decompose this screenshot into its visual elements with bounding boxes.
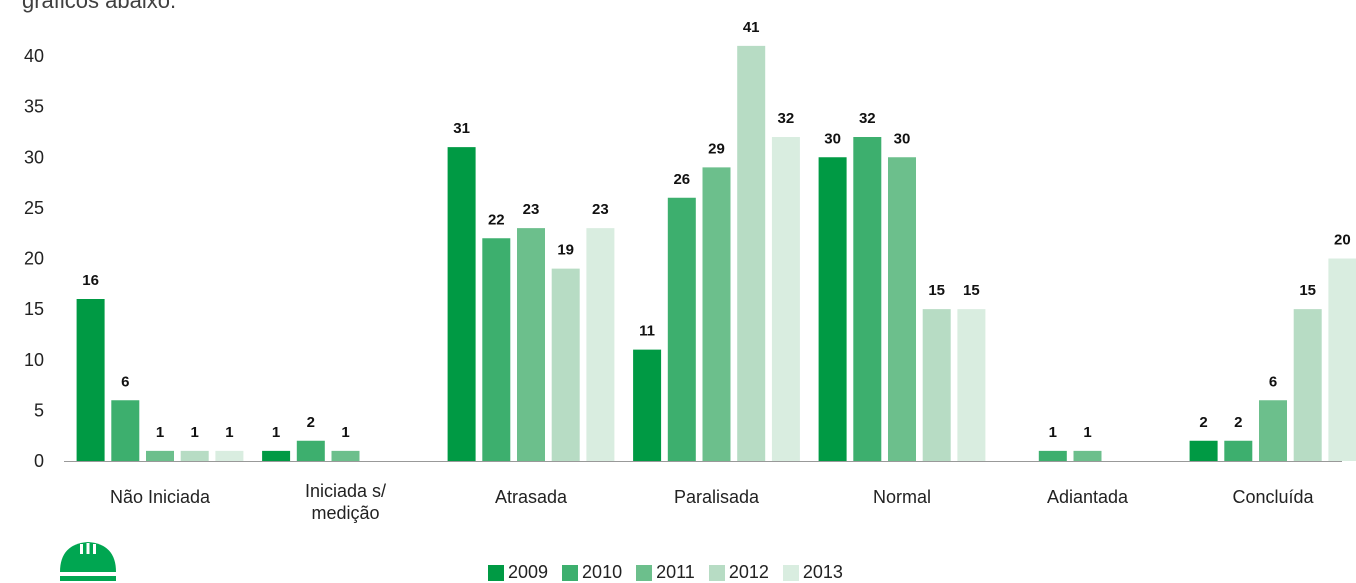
y-tick-label: 15	[24, 299, 44, 319]
legend-label: 2011	[656, 562, 695, 582]
data-label: 19	[557, 242, 574, 259]
data-label: 29	[708, 140, 725, 157]
bar-2009	[76, 299, 105, 461]
legend: 2009 2010 2011 2012 2013	[488, 562, 843, 583]
data-label: 2	[1199, 414, 1207, 431]
y-tick-label: 35	[24, 97, 44, 117]
bar-2009	[447, 147, 476, 461]
legend-item: 2009	[488, 562, 548, 583]
legend-item: 2012	[708, 562, 769, 583]
bar-2012	[737, 45, 766, 461]
y-tick-label: 0	[34, 451, 44, 471]
y-tick-label: 5	[34, 400, 44, 420]
bar-2012	[180, 450, 209, 461]
category-label: Não Iniciada	[110, 487, 211, 507]
data-label: 16	[82, 272, 99, 289]
data-label: 1	[225, 424, 233, 441]
bar-2012	[1293, 309, 1322, 461]
bar-2013	[215, 450, 244, 461]
data-label: 6	[121, 373, 129, 390]
bar-2012	[551, 268, 580, 461]
bar-2011	[331, 450, 360, 461]
category-label: Paralisada	[674, 487, 760, 507]
y-tick-label: 20	[24, 249, 44, 269]
data-label: 2	[307, 414, 315, 431]
data-label: 11	[639, 323, 655, 340]
data-label: 15	[1299, 282, 1316, 299]
y-axis-ticks: 0 5 10 15 20 25 30 35 40	[24, 46, 44, 471]
bar-2010	[482, 238, 511, 461]
legend-label: 2012	[728, 562, 769, 582]
bar-2011	[146, 450, 174, 461]
data-label: 1	[272, 424, 280, 441]
bar-2010	[1224, 440, 1253, 461]
bar-2010	[1038, 450, 1067, 461]
data-label: 20	[1334, 232, 1351, 249]
data-label: 1	[1049, 424, 1057, 441]
data-label: 30	[894, 130, 911, 147]
legend-label: 2010	[582, 562, 623, 582]
data-label: 15	[963, 282, 980, 299]
bar-2011	[702, 167, 731, 461]
data-label: 32	[778, 110, 795, 127]
data-label: 26	[673, 171, 690, 188]
category-label: Iniciada s/medição	[305, 481, 386, 523]
data-label: 1	[191, 424, 199, 441]
legend-item: 2010	[562, 562, 622, 583]
bar-2013	[771, 137, 800, 461]
legend-swatch	[488, 564, 504, 581]
data-label: 23	[592, 201, 609, 218]
data-label: 2	[1234, 414, 1242, 431]
legend-swatch	[636, 564, 653, 581]
category-label: Adiantada	[1047, 487, 1129, 507]
data-label: 1	[156, 424, 164, 441]
bar-2010	[667, 197, 696, 461]
bar-2009	[818, 157, 847, 461]
legend-swatch	[708, 564, 725, 581]
legend-item: 2013	[782, 562, 843, 583]
data-label: 6	[1269, 373, 1277, 390]
data-label: 30	[824, 130, 841, 147]
data-label: 1	[341, 424, 349, 441]
bar-2011	[888, 157, 916, 461]
bar-2011	[517, 228, 545, 461]
bar-2010	[853, 137, 882, 461]
bar-2011	[1259, 400, 1287, 461]
category-label: Atrasada	[495, 487, 568, 507]
bars	[76, 45, 1356, 461]
y-tick-label: 40	[24, 46, 44, 66]
legend-label: 2013	[802, 562, 843, 582]
data-label: 23	[523, 201, 540, 218]
data-label: 15	[928, 282, 945, 299]
data-label: 1	[1083, 424, 1091, 441]
bar-2009	[262, 450, 291, 461]
bar-2013	[586, 228, 615, 461]
bar-2009	[1189, 440, 1218, 461]
category-labels: Não Iniciada Iniciada s/medição Atrasada Pa…	[110, 481, 1315, 523]
category-label: Concluída	[1232, 487, 1314, 507]
y-tick-label: 30	[24, 147, 44, 167]
legend-swatch	[562, 564, 579, 581]
bar-2013	[957, 309, 986, 461]
bar-2011	[1073, 450, 1102, 461]
data-label: 22	[488, 211, 505, 228]
legend-item: 2011	[636, 562, 695, 583]
data-label: 41	[743, 19, 760, 36]
legend-swatch	[782, 564, 799, 581]
category-label: Normal	[873, 487, 931, 507]
bar-2010	[111, 400, 140, 461]
hard-hat-icon	[56, 542, 120, 581]
cut-heading-text: gráficos abaixo.	[22, 0, 177, 13]
bar-2010	[296, 440, 325, 461]
bar-2013	[1328, 258, 1356, 461]
data-label: 31	[453, 120, 470, 137]
bar-2009	[633, 349, 662, 461]
legend-label: 2009	[508, 562, 549, 582]
bar-2012	[922, 309, 951, 461]
y-tick-label: 10	[24, 350, 44, 370]
y-tick-label: 25	[24, 198, 44, 218]
data-label: 32	[859, 110, 876, 127]
